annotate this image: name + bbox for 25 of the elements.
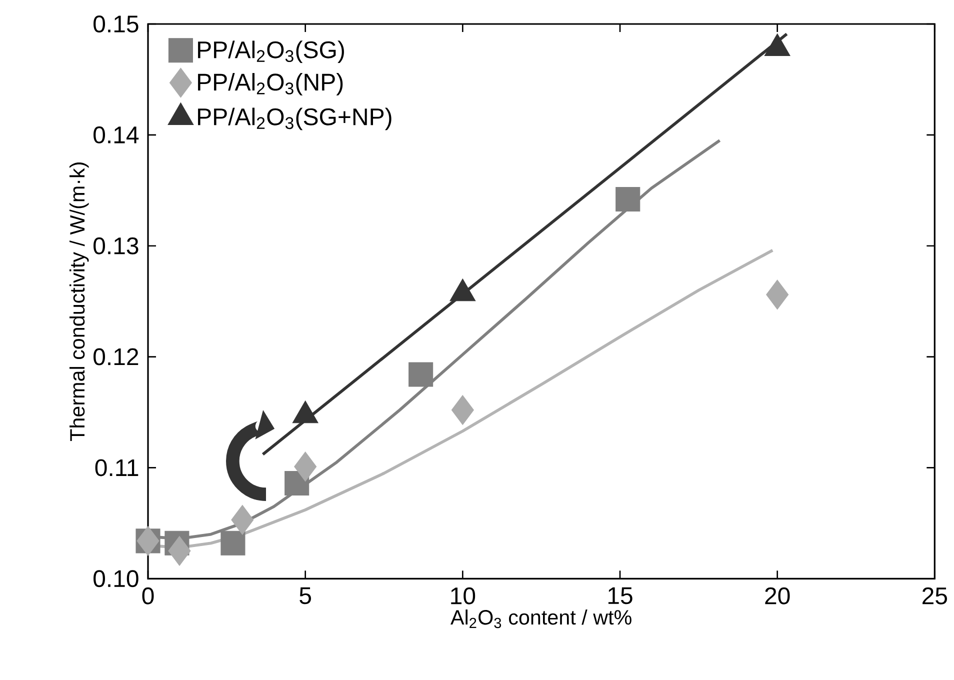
x-tick-label: 0 [142,587,154,604]
y-tick-label: 0.11 [95,459,138,476]
x-tick-label: 5 [300,587,311,604]
legend-label: PP/Al$_{2}$O$_{3}$(NP) [198,73,343,96]
x-tick-label: 10 [451,587,476,604]
point [231,504,254,535]
y-tick-label: 0.10 [94,570,138,588]
point [766,280,789,310]
point [451,395,474,425]
point [294,452,317,482]
legend-label: PP/Al$_{2}$O$_{3}$(SG+NP) [198,108,392,130]
y-tick-label: 0.12 [94,348,138,366]
x-axis-title: Al$_{2}$O$_{3}$ content / wt% [450,610,632,628]
x-tick-label: 20 [765,587,790,604]
y-tick-label: 0.14 [94,126,139,144]
y-axis-title: Thermal conductivity / W/(m·k) [69,162,89,441]
point [408,362,434,387]
point [616,187,640,212]
x-tick-label: 15 [608,587,632,604]
legend-label: PP/Al$_{2}$O$_{3}$(SG) [198,40,344,64]
x-tick-label: 25 [922,587,947,604]
point [220,530,246,556]
point [168,536,191,566]
y-tick-label: 0.15 [94,15,138,32]
y-tick-label: 0.13 [94,237,138,254]
